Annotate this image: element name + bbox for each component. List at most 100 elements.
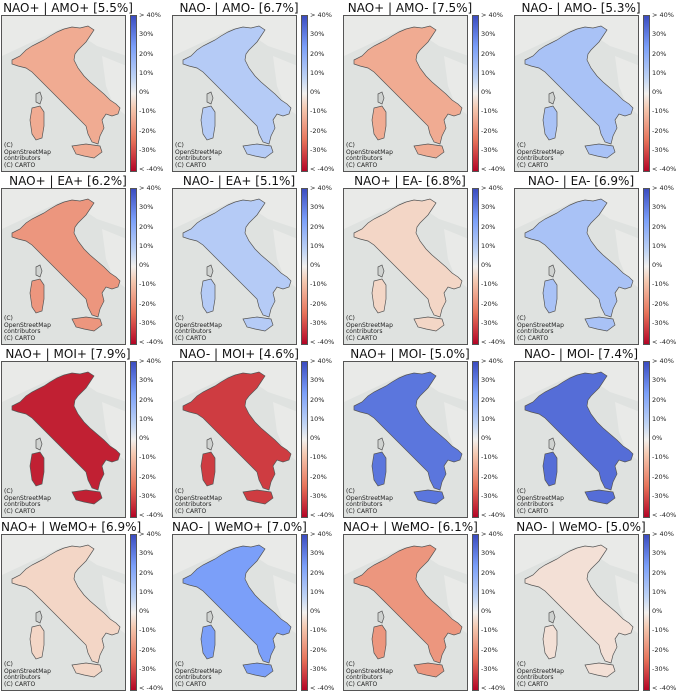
- panel-title: NAO- | MOI+ [4.6%]: [179, 347, 299, 361]
- colorbar-tick-label: -20%: [310, 645, 327, 654]
- land-background: [173, 535, 296, 575]
- colorbar-tick-label: > 40%: [481, 357, 503, 365]
- colorbar-tick-label: < -40%: [652, 684, 677, 692]
- map-credit: (C) OpenStreetMap contributors (C) CARTO: [175, 142, 222, 169]
- panel-title: NAO- | MOI- [7.4%]: [523, 347, 639, 361]
- map-credit: (C) OpenStreetMap contributors (C) CARTO: [175, 315, 222, 342]
- map-credit: (C) OpenStreetMap contributors (C) CARTO: [346, 488, 393, 515]
- colorbar-tick-label: -30%: [652, 318, 669, 327]
- colorbar-tick-label: > 40%: [481, 530, 503, 538]
- colorbar-tick-label: -20%: [481, 645, 498, 654]
- map-canvas: [515, 189, 638, 344]
- sicily-region: [71, 316, 103, 332]
- italy-mainland-region: [11, 198, 121, 318]
- land-background: [173, 189, 296, 229]
- colorbar-tick-label: 10%: [139, 587, 154, 596]
- corsica-region: [377, 437, 385, 451]
- land-background: [173, 16, 296, 56]
- colorbar-tick-label: 30%: [310, 549, 325, 558]
- land-background: [615, 575, 638, 634]
- colorbar-tick-label: -30%: [139, 145, 156, 154]
- colorbar-tick-label: 30%: [310, 376, 325, 385]
- colorbar-tick-label: > 40%: [310, 11, 332, 19]
- colorbar-tick-label: -10%: [652, 107, 669, 116]
- colorbar-tick-label: < -40%: [139, 338, 164, 346]
- sardinia-region: [200, 624, 216, 660]
- land-background: [2, 535, 125, 575]
- land-background: [102, 575, 125, 634]
- colorbar-tick-label: 0%: [310, 607, 321, 615]
- map-panel: NAO+ | MOI- [5.0%] (C) OpenStreetMap cont…: [343, 347, 514, 520]
- map-canvas: [344, 189, 467, 344]
- colorbar-tick-label: 30%: [652, 30, 667, 39]
- map-credit: (C) OpenStreetMap contributors (C) CARTO: [4, 488, 51, 515]
- sicily-region: [71, 143, 103, 159]
- colorbar-tick-label: -20%: [139, 299, 156, 308]
- panel-title: NAO+ | AMO- [7.5%]: [347, 1, 473, 15]
- italy-mainland-region: [182, 544, 292, 664]
- italy-map: (C) OpenStreetMap contributors (C) CARTO: [1, 15, 126, 172]
- map-canvas: [515, 362, 638, 517]
- colorbar: [643, 15, 650, 172]
- colorbar-tick-label: 30%: [310, 203, 325, 212]
- colorbar-tick-label: 10%: [139, 241, 154, 250]
- corsica-region: [206, 264, 214, 278]
- colorbar-tick-label: -20%: [652, 645, 669, 654]
- colorbar-tick-label: 30%: [481, 30, 496, 39]
- map-canvas: [2, 16, 125, 171]
- map-credit: (C) OpenStreetMap contributors (C) CARTO: [175, 661, 222, 688]
- land-background: [344, 362, 467, 402]
- colorbar-tick-label: 0%: [139, 261, 150, 269]
- map-canvas: [344, 362, 467, 517]
- land-background: [444, 575, 467, 634]
- colorbar-tick-label: -30%: [139, 491, 156, 500]
- map-credit: (C) OpenStreetMap contributors (C) CARTO: [4, 661, 51, 688]
- sardinia-region: [371, 451, 387, 487]
- map-panel: NAO+ | MOI+ [7.9%] (C) OpenStreetMap cont…: [1, 347, 172, 520]
- colorbar-tick-label: -20%: [481, 299, 498, 308]
- corsica-region: [206, 91, 214, 105]
- colorbar-tick-label: < -40%: [139, 511, 164, 519]
- colorbar-tick-label: -10%: [139, 107, 156, 116]
- colorbar-tick-label: 20%: [139, 568, 154, 577]
- land-background: [444, 56, 467, 115]
- italy-mainland-region: [182, 25, 292, 145]
- colorbar: [472, 15, 479, 172]
- colorbar-tick-label: -30%: [310, 491, 327, 500]
- colorbar-tick-label: 10%: [481, 68, 496, 77]
- colorbar-tick-label: < -40%: [310, 165, 335, 173]
- colorbar-tick-label: > 40%: [481, 184, 503, 192]
- land-background: [273, 575, 296, 634]
- colorbar: [301, 534, 308, 691]
- colorbar-tick-label: 20%: [139, 395, 154, 404]
- corsica-region: [206, 610, 214, 624]
- colorbar-tick-label: -20%: [310, 299, 327, 308]
- colorbar-tick-label: 0%: [652, 261, 663, 269]
- italy-mainland-region: [182, 198, 292, 318]
- colorbar-tick-label: -30%: [481, 491, 498, 500]
- colorbar-tick-label: 30%: [310, 30, 325, 39]
- sicily-region: [584, 489, 616, 505]
- map-credit: (C) OpenStreetMap contributors (C) CARTO: [517, 661, 564, 688]
- colorbar-tick-label: > 40%: [139, 357, 161, 365]
- colorbar: [130, 188, 137, 345]
- colorbar-tick-label: 0%: [481, 607, 492, 615]
- colorbar-tick-label: -30%: [139, 318, 156, 327]
- panel-title: NAO+ | WeMO+ [6.9%]: [1, 520, 142, 534]
- land-background: [2, 189, 125, 229]
- italy-mainland-region: [353, 198, 463, 318]
- map-panel: NAO- | MOI- [7.4%] (C) OpenStreetMap cont…: [514, 347, 685, 520]
- colorbar-tick-label: 0%: [481, 88, 492, 96]
- sicily-region: [413, 143, 445, 159]
- sicily-region: [242, 143, 274, 159]
- colorbar: [130, 15, 137, 172]
- land-background: [515, 535, 638, 575]
- map-canvas: [515, 16, 638, 171]
- colorbar-tick-label: -20%: [310, 472, 327, 481]
- colorbar-tick-label: -30%: [481, 664, 498, 673]
- colorbar-tick-label: 20%: [481, 568, 496, 577]
- colorbar-tick-label: > 40%: [481, 11, 503, 19]
- sardinia-region: [200, 278, 216, 314]
- sicily-region: [413, 316, 445, 332]
- land-background: [173, 362, 296, 402]
